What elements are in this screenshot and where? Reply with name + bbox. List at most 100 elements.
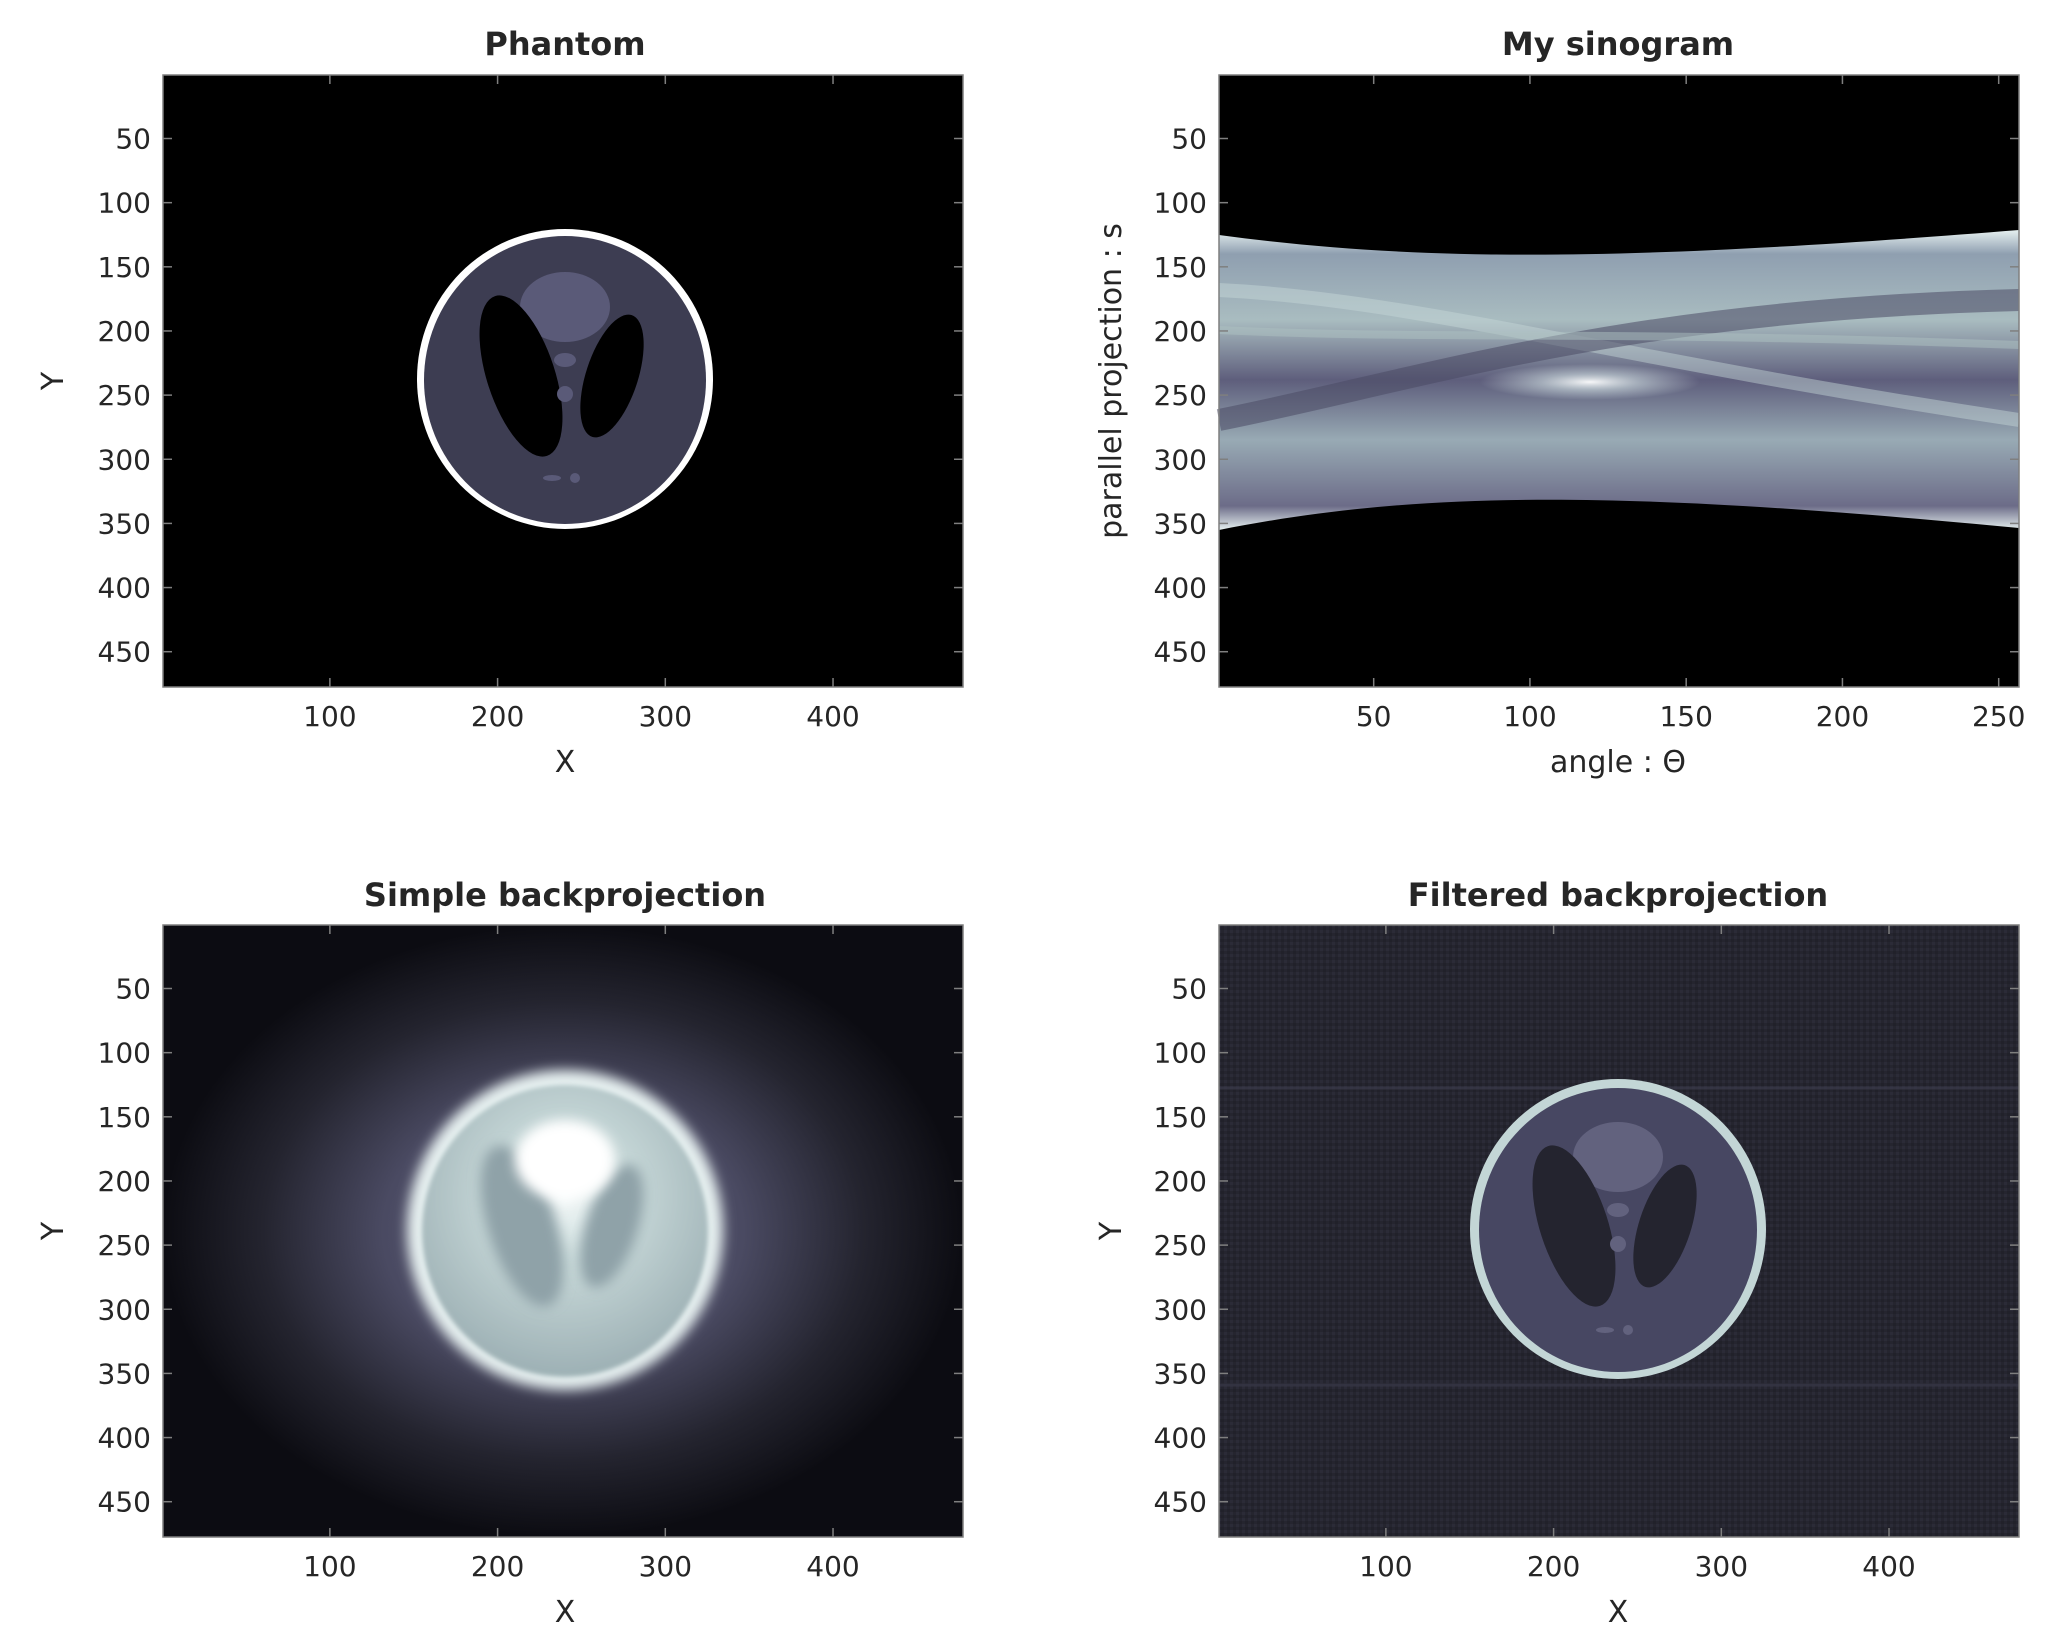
sbp-ytick-label: 200 [98,1165,151,1198]
sinogram-ytick-label: 200 [1154,315,1207,348]
phantom-ytick-label: 450 [98,636,151,669]
sbp-xtick-label: 400 [806,1550,859,1583]
sinogram-ytick-label: 250 [1154,379,1207,412]
sinogram-ytick-label: 450 [1154,636,1207,669]
phantom-ytick-label: 300 [98,443,151,476]
sinogram-xtick-label: 100 [1503,700,1556,733]
phantom-blob-top [520,272,610,342]
fbp-ytick-label: 300 [1154,1293,1207,1326]
sinogram-trace-3 [1218,326,2020,349]
sinogram-ytick-label: 400 [1154,572,1207,605]
fbp-ytick-label: 250 [1154,1229,1207,1262]
sbp-ytick-label: 100 [98,1037,151,1070]
fbp-yticks: 50 100 150 200 250 300 350 400 450 [1154,973,2019,1519]
fbp-xticks: 100 200 300 400 [1359,925,1916,1583]
phantom-left-ventricle [479,295,563,457]
fbp-ylabel: Y [1094,1221,1129,1241]
fbp-small-2 [1610,1236,1626,1252]
sinogram-xtick-label: 200 [1816,700,1869,733]
panel-phantom: Phantom 100 200 300 400 50 100 150 200 250 300 35… [36,25,964,780]
sinogram-image [1216,75,2021,687]
phantom-title: Phantom [484,25,645,63]
panel-sinogram: My sinogram 50 100 150 200 250 50 100 150 200 25… [1094,25,2025,780]
sbp-xtick-label: 100 [303,1550,356,1583]
sinogram-trace-2 [1216,289,2020,431]
sbp-xlabel: X [555,1595,576,1630]
phantom-xtick-label: 300 [639,700,692,733]
phantom-ytick-label: 400 [98,572,151,605]
phantom-yticks: 50 100 150 200 250 300 350 400 450 [98,123,963,669]
fbp-right-ventricle [1633,1164,1697,1288]
sinogram-yticks: 50 100 150 200 250 300 350 400 450 [1154,123,2019,669]
sinogram-ytick-label: 50 [1171,123,1207,156]
phantom-xtick-label: 200 [471,700,524,733]
sbp-ytick-label: 350 [98,1357,151,1390]
sbp-axes-frame [162,924,964,1538]
sbp-ylabel: Y [36,1221,71,1241]
phantom-ytick-label: 50 [115,123,151,156]
sinogram-xticks: 50 100 150 200 250 [1356,75,2025,733]
phantom-small-2 [557,386,573,402]
sbp-right-ventricle [580,1164,644,1288]
phantom-xlabel: X [555,745,576,780]
fbp-ytick-label: 450 [1154,1486,1207,1519]
fbp-axes-frame [1218,924,2020,1538]
sinogram-xtick-label: 250 [1972,700,2025,733]
sbp-ytick-label: 400 [98,1422,151,1455]
sbp-ytick-label: 450 [98,1486,151,1519]
phantom-small-4 [570,473,580,483]
sinogram-ylabel: parallel projection : s [1094,223,1129,539]
phantom-xtick-label: 100 [303,700,356,733]
phantom-ylabel: Y [36,371,71,391]
fbp-left-ventricle [1532,1145,1616,1307]
phantom-xtick-label: 400 [806,700,859,733]
phantom-right-ventricle [580,314,644,438]
sinogram-xtick-label: 50 [1356,700,1392,733]
fbp-small-3 [1596,1327,1614,1333]
phantom-image [163,75,963,687]
phantom-axes-frame [162,74,964,688]
sbp-title: Simple backprojection [364,876,766,914]
sbp-xticks: 100 200 300 400 [303,925,860,1583]
fbp-xtick-label: 200 [1527,1550,1580,1583]
fbp-xlabel: X [1608,1595,1629,1630]
fbp-xtick-label: 100 [1359,1550,1412,1583]
sinogram-ytick-label: 350 [1154,507,1207,540]
sbp-ytick-label: 50 [115,973,151,1006]
sinogram-title: My sinogram [1502,25,1734,63]
sbp-xtick-label: 300 [639,1550,692,1583]
sbp-left-ventricle [480,1145,564,1307]
phantom-ytick-label: 250 [98,379,151,412]
sbp-ytick-label: 250 [98,1229,151,1262]
fbp-image [1219,925,2019,1537]
sbp-ytick-label: 300 [98,1293,151,1326]
fbp-ytick-label: 200 [1154,1165,1207,1198]
phantom-small-1 [554,353,576,367]
fbp-blob-top [1573,1122,1663,1192]
fbp-small-1 [1607,1203,1629,1217]
fbp-small-4 [1623,1325,1633,1335]
phantom-xticks: 100 200 300 400 [303,75,860,733]
fbp-title: Filtered backprojection [1408,876,1828,914]
sinogram-ytick-label: 150 [1154,251,1207,284]
sinogram-peak [1480,364,1700,400]
panel-simple-backprojection: Simple backprojection 100 200 300 400 50 100… [36,876,964,1630]
phantom-ytick-label: 150 [98,251,151,284]
phantom-small-3 [543,475,561,481]
sbp-ytick-label: 150 [98,1101,151,1134]
sbp-xtick-label: 200 [471,1550,524,1583]
sinogram-xtick-label: 150 [1659,700,1712,733]
sinogram-ytick-label: 100 [1154,187,1207,220]
sinogram-xlabel: angle : Θ [1550,745,1686,780]
fbp-ytick-label: 50 [1171,973,1207,1006]
phantom-ytick-label: 100 [98,187,151,220]
sinogram-axes-frame [1218,74,2020,688]
sbp-yticks: 50 100 150 200 250 300 350 400 450 [98,973,963,1519]
panel-filtered-backprojection: Filtered backprojection 100 200 300 400 50 1… [1094,876,2020,1630]
fbp-ytick-label: 150 [1154,1101,1207,1134]
fbp-ytick-label: 350 [1154,1357,1207,1390]
fbp-xtick-label: 300 [1695,1550,1748,1583]
sinogram-ytick-label: 300 [1154,443,1207,476]
sbp-image [163,925,963,1537]
